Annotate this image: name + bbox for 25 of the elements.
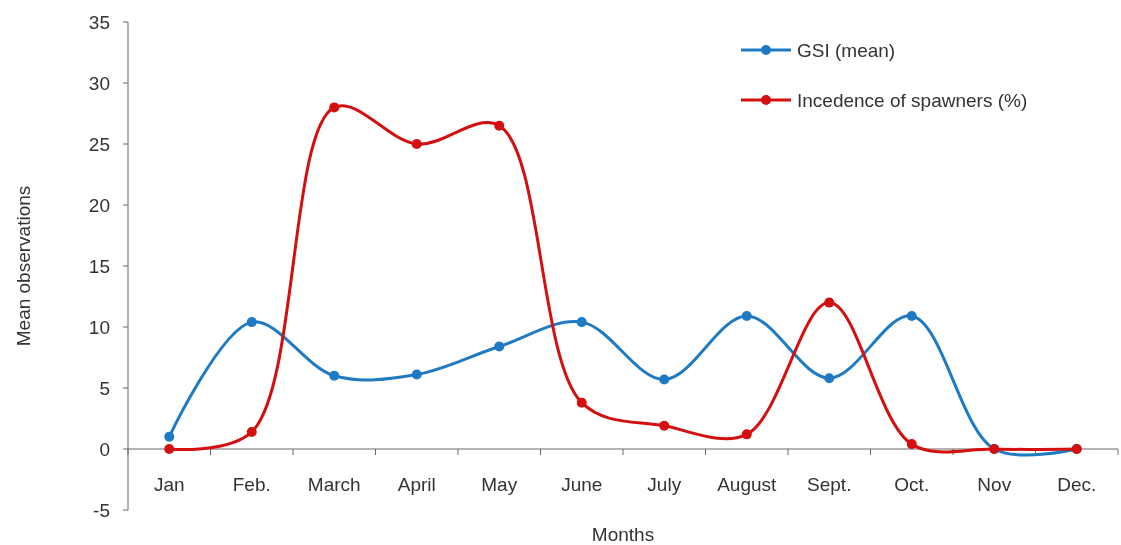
x-tick-label: April [397, 474, 436, 495]
x-tick-label: Dec. [1057, 474, 1097, 495]
y-axis-title: Mean observations [13, 185, 34, 347]
x-tick-label: June [561, 474, 603, 495]
x-tick-label: May [481, 474, 518, 495]
x-tick-label: Feb. [232, 474, 271, 495]
y-tick-label: 15 [88, 255, 110, 277]
x-tick-label: March [307, 474, 361, 495]
x-axis-title: Months [591, 524, 655, 545]
y-tick-label: 5 [99, 377, 110, 399]
x-tick-label: Sept. [807, 474, 852, 495]
y-tick-label: 35 [88, 11, 110, 33]
y-tick-label: 0 [99, 438, 110, 460]
x-tick-label: Oct. [894, 474, 930, 495]
x-tick-label: August [717, 474, 778, 495]
x-tick-label: July [647, 474, 682, 495]
legend-label: Incedence of spawners (%) [797, 89, 1028, 111]
y-tick-label: 10 [88, 316, 110, 338]
x-tick-label: Jan [153, 474, 185, 495]
legend-label: GSI (mean) [797, 39, 896, 61]
y-tick-label: 20 [88, 194, 110, 216]
y-tick-label: 25 [88, 133, 110, 155]
y-tick-label: 30 [88, 72, 110, 94]
y-tick-label: -5 [93, 499, 110, 521]
x-tick-label: Nov [977, 474, 1012, 495]
